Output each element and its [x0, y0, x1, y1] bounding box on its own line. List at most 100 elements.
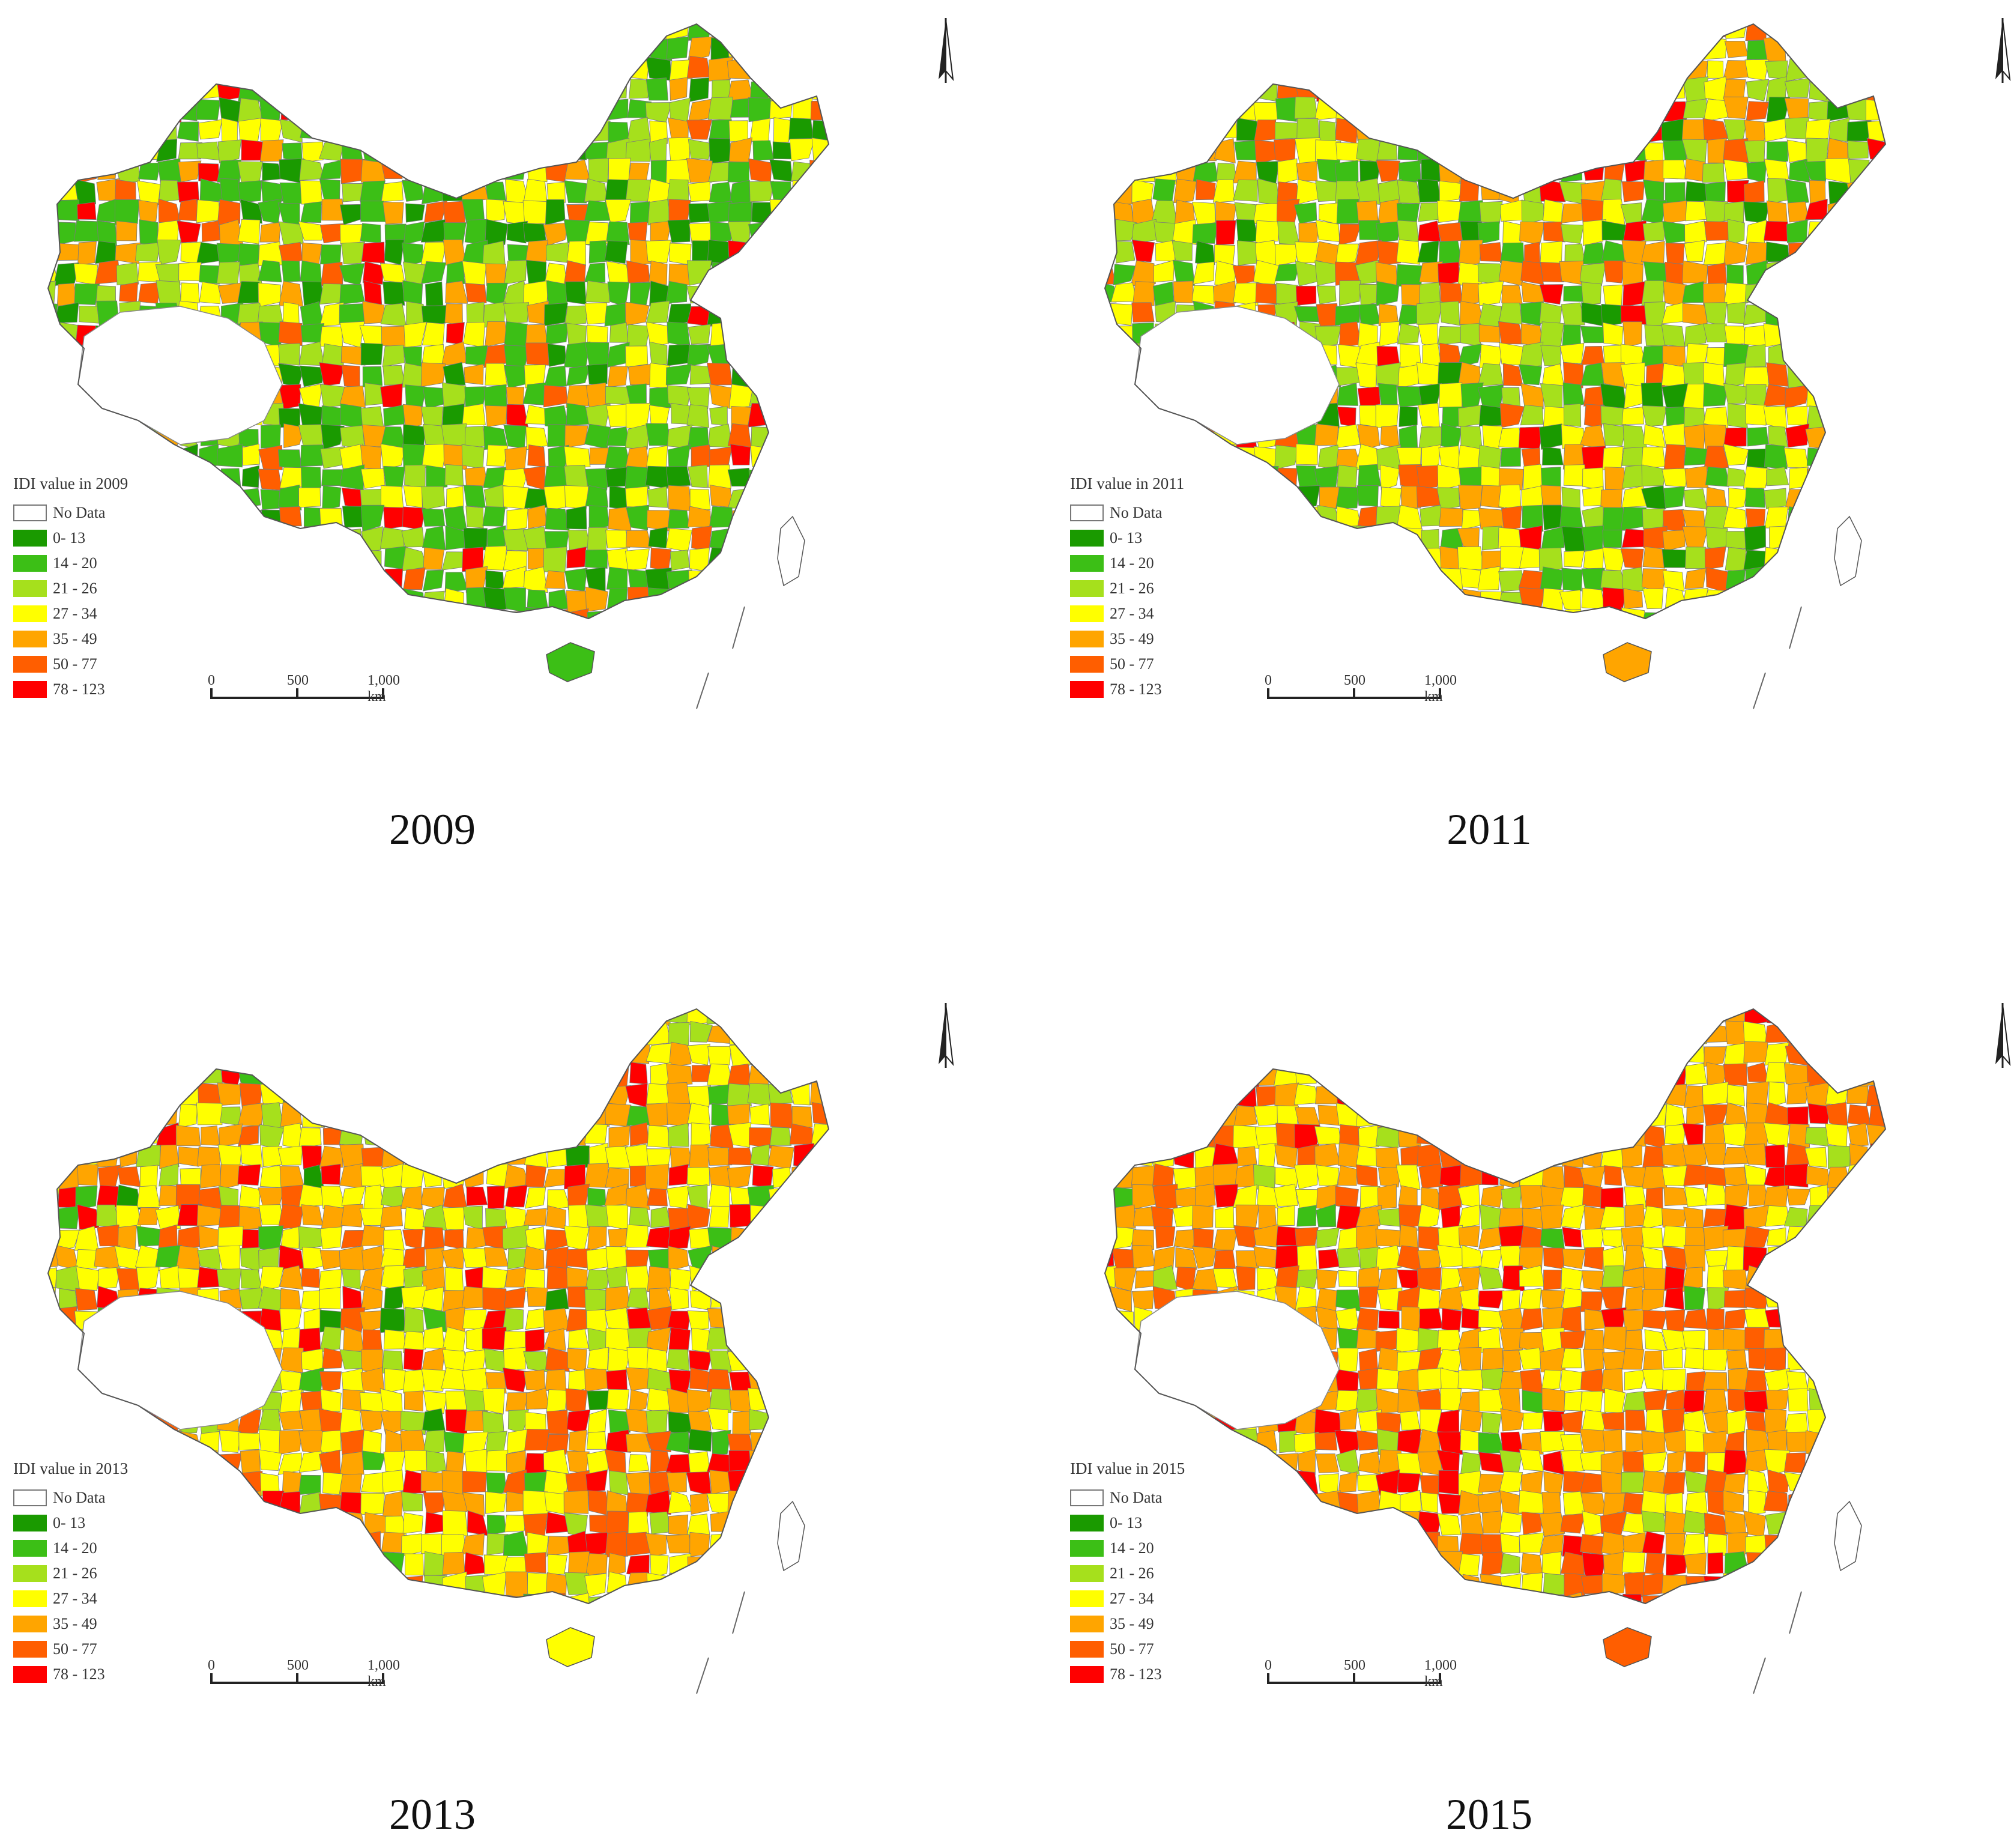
map-region: [1233, 1125, 1259, 1149]
map-region: [1105, 321, 1116, 348]
map-region: [1418, 1163, 1444, 1189]
map-region: [1807, 1409, 1830, 1435]
map-region: [1338, 1009, 1361, 1026]
map-region: [298, 568, 321, 592]
map-region: [1420, 24, 1441, 40]
map-region: [648, 24, 670, 40]
map-region: [445, 280, 468, 304]
map-region: [813, 1265, 829, 1289]
map-region: [1152, 117, 1178, 144]
map-region: [441, 37, 468, 62]
map-region: [421, 1009, 447, 1026]
map-region: [483, 76, 508, 101]
map-region: [1786, 632, 1809, 653]
map-region: [464, 631, 488, 650]
map-region: [809, 282, 829, 304]
map-region: [1582, 242, 1606, 265]
map-region: [1848, 1020, 1869, 1046]
map-region: [1192, 1246, 1217, 1269]
map-region: [1111, 445, 1134, 468]
map-region: [1440, 1081, 1458, 1106]
map-region: [769, 283, 794, 307]
map-region: [1501, 141, 1524, 161]
legend-swatch: [1070, 631, 1104, 647]
map-region: [339, 303, 365, 324]
map-region: [1355, 1307, 1379, 1333]
map-region: [1314, 1143, 1340, 1168]
map-region: [1232, 265, 1256, 286]
map-region: [1316, 24, 1338, 40]
map-region: [1601, 117, 1624, 143]
map-region: [361, 1245, 384, 1271]
map-region: [75, 426, 100, 450]
map-region: [731, 365, 752, 387]
map-region: [1315, 526, 1337, 550]
map-region: [48, 1205, 59, 1226]
map-region: [1501, 1009, 1522, 1026]
legend-item: 14 - 20: [13, 551, 193, 576]
map-region: [48, 24, 60, 40]
map-region: [729, 300, 752, 327]
map-region: [1274, 121, 1299, 140]
map-region: [1519, 364, 1543, 386]
map-region: [135, 59, 158, 82]
map-region: [1663, 200, 1687, 224]
map-region: [1726, 1246, 1745, 1272]
map-region: [175, 1125, 201, 1147]
map-region: [157, 1064, 180, 1084]
map-region: [159, 1144, 180, 1169]
map-region: [507, 39, 528, 57]
map-region: [584, 1163, 609, 1188]
map-region: [1441, 1307, 1462, 1333]
map-region: [523, 1208, 547, 1226]
map-region: [527, 1020, 549, 1045]
map-region: [402, 180, 424, 202]
map-region: [790, 1576, 812, 1598]
map-region: [525, 324, 548, 346]
map-region: [628, 1454, 650, 1473]
map-region: [1293, 1020, 1319, 1046]
legend-item: No Data: [13, 1485, 193, 1510]
map-region: [1665, 1083, 1687, 1106]
map-region: [626, 530, 652, 548]
map-region: [198, 1512, 220, 1537]
map-region: [1481, 138, 1504, 165]
legend-swatch: [13, 681, 47, 698]
map-region: [403, 567, 426, 590]
map-region: [319, 326, 343, 347]
map-region: [505, 1184, 528, 1208]
map-region: [341, 1617, 363, 1637]
map-region: [727, 1166, 752, 1189]
map-region: [465, 1009, 484, 1023]
map-region: [1870, 1143, 1886, 1168]
map-region: [75, 1249, 99, 1269]
map-region: [177, 1225, 202, 1249]
map-region: [830, 465, 855, 489]
map-region: [1600, 1206, 1625, 1228]
map-region: [278, 484, 302, 510]
map-region: [1376, 77, 1403, 102]
map-region: [75, 1288, 98, 1311]
map-region: [259, 1266, 284, 1292]
map-region: [260, 1595, 283, 1604]
map-region: [543, 1470, 569, 1495]
map-region: [749, 24, 773, 39]
map-region: [486, 1009, 506, 1022]
map-region: [546, 181, 566, 203]
map-region: [1214, 138, 1236, 164]
map-region: [1887, 219, 1912, 244]
map-region: [1105, 241, 1113, 267]
map-region: [159, 58, 182, 80]
map-region: [566, 1267, 588, 1290]
map-region: [1105, 138, 1116, 160]
map-region: [604, 240, 628, 264]
map-region: [1683, 488, 1708, 510]
map-region: [527, 163, 548, 183]
map-region: [1581, 446, 1606, 470]
map-region: [543, 547, 567, 573]
map-region: [790, 1226, 814, 1247]
map-region: [237, 37, 264, 61]
map-region: [1887, 261, 1909, 284]
map-region: [686, 1513, 710, 1537]
map-region: [53, 406, 78, 429]
